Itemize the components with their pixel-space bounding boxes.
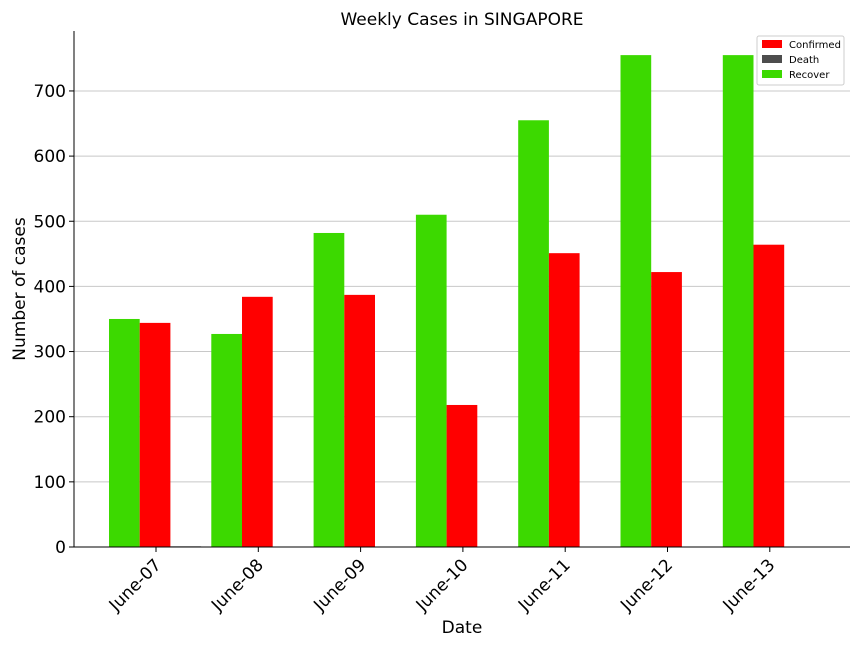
bars: [109, 55, 785, 548]
legend-label-recover: Recover: [789, 70, 830, 81]
bar-recover: [313, 232, 345, 548]
y-tick-label: 400: [34, 277, 66, 297]
bar-recover: [518, 120, 549, 547]
x-tick-label: June-07: [105, 555, 166, 616]
y-tick-label: 0: [55, 538, 66, 558]
y-axis-ticks: 0 100 200 300 400 500 600 700: [34, 82, 74, 558]
x-tick-label: June-11: [514, 555, 575, 616]
gridlines: [74, 90, 850, 483]
bar-confirmed: [139, 322, 171, 547]
y-tick-label: 100: [34, 473, 66, 493]
y-tick-label: 700: [34, 82, 66, 102]
y-tick-label: 500: [34, 212, 66, 232]
y-tick-label: 600: [34, 147, 66, 167]
bar-recover: [415, 214, 447, 548]
bar-recover: [620, 55, 652, 548]
chart-title: Weekly Cases in SINGAPORE: [340, 10, 583, 30]
bar-confirmed: [344, 294, 375, 547]
legend-swatch-death: [762, 55, 782, 63]
bar-confirmed: [651, 272, 682, 547]
legend: Confirmed Death Recover: [756, 35, 845, 86]
legend-label-death: Death: [789, 55, 819, 66]
y-tick-label: 300: [34, 343, 66, 363]
bar-recover: [109, 318, 140, 547]
bar-confirmed: [548, 253, 580, 547]
bar-recover: [211, 333, 242, 547]
x-tick-label: June-13: [719, 555, 780, 616]
x-tick-label: June-09: [309, 555, 370, 616]
bar-confirmed: [242, 296, 273, 547]
x-tick-label: June-10: [412, 555, 473, 616]
bar-confirmed: [753, 244, 785, 548]
x-tick-label: June-08: [207, 555, 268, 616]
legend-swatch-confirmed: [762, 40, 782, 48]
x-axis-label: Date: [442, 618, 483, 638]
bar-confirmed: [446, 404, 478, 547]
x-axis-ticks: June-07 June-08 June-09 June-10 June-11 June-…: [105, 547, 779, 616]
y-tick-label: 200: [34, 408, 66, 428]
legend-swatch-recover: [762, 70, 782, 78]
y-axis-label: Number of cases: [10, 217, 30, 361]
bar-recover: [722, 55, 754, 548]
legend-label-confirmed: Confirmed: [789, 40, 841, 51]
x-tick-label: June-12: [616, 555, 677, 616]
